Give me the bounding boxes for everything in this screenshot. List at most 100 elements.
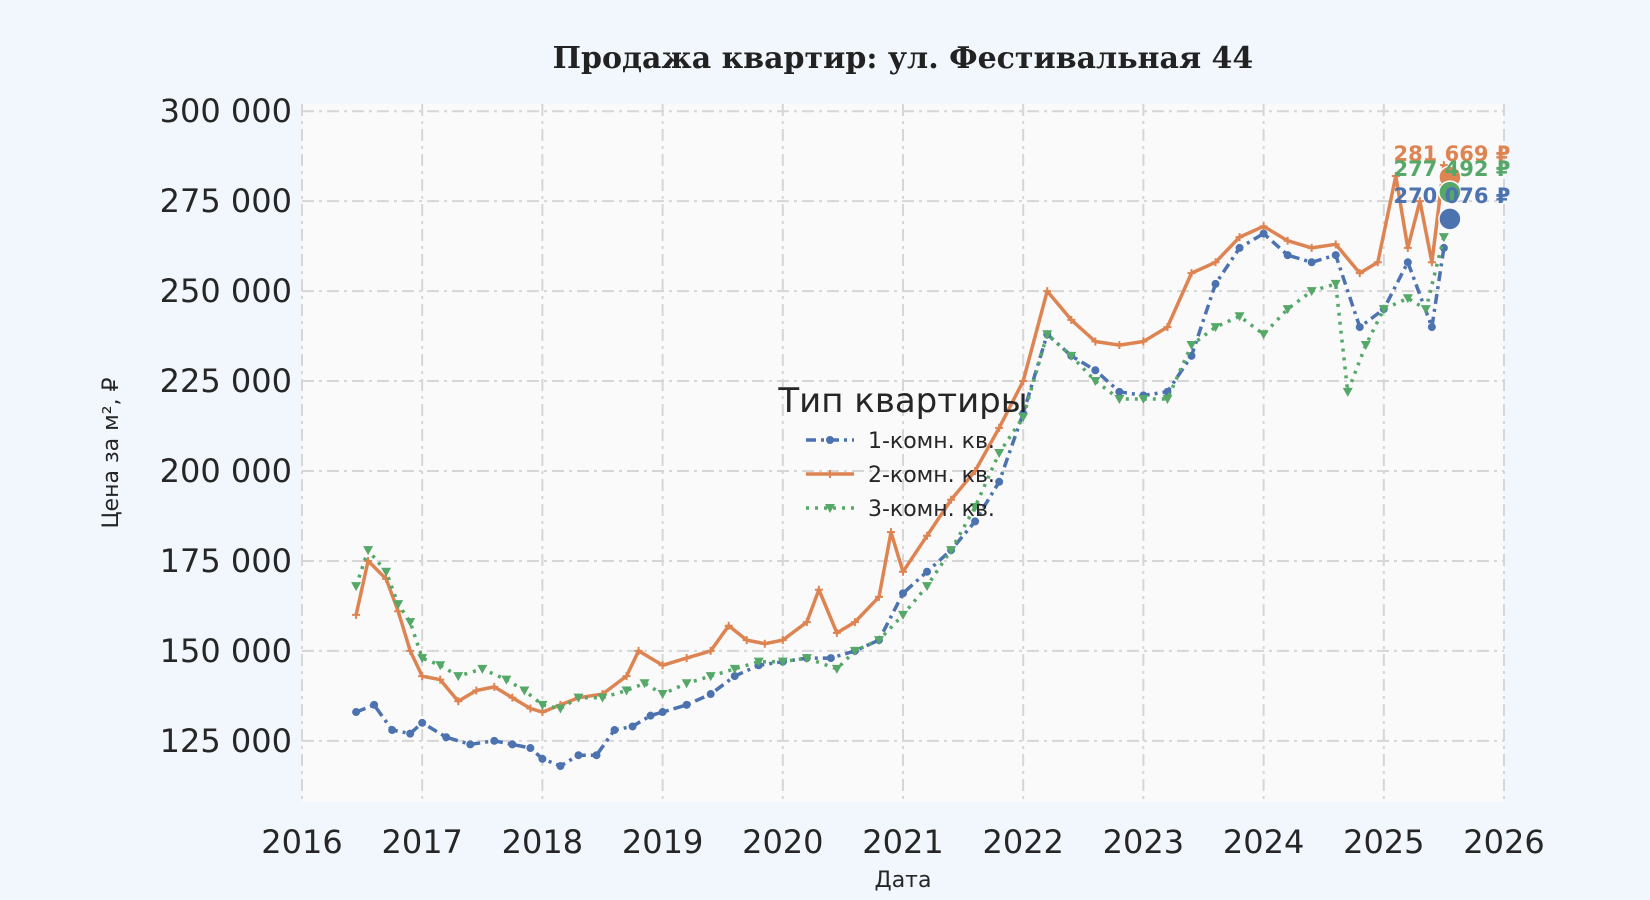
data-point (592, 751, 601, 760)
data-point (899, 589, 907, 598)
data-point (1427, 258, 1436, 267)
data-point (923, 567, 932, 576)
data-point (874, 592, 883, 601)
data-point (519, 686, 530, 696)
data-point (994, 449, 1005, 458)
data-point (886, 528, 895, 537)
legend-item: 2-комн. кв. (806, 463, 995, 488)
data-point (1091, 366, 1100, 375)
y-tick-label: 175 000 (160, 542, 292, 580)
data-point (1306, 287, 1317, 297)
end-value-label: 270 076 ₽ (1393, 184, 1510, 208)
end-value-label: 281 669 ₽ (1393, 142, 1510, 166)
data-point (899, 567, 907, 576)
data-point (352, 708, 361, 717)
series-line (355, 231, 1446, 768)
legend-label: 3-комн. кв. (868, 497, 995, 522)
data-point (501, 675, 512, 685)
data-point (850, 618, 859, 627)
data-point (639, 679, 650, 689)
series-2 (352, 161, 1448, 717)
data-point (537, 700, 548, 710)
data-point (454, 697, 463, 706)
data-point (621, 686, 632, 696)
data-point (1042, 330, 1053, 340)
data-point (1091, 337, 1100, 346)
x-tick-label: 2021 (862, 823, 943, 861)
data-point (1391, 171, 1400, 180)
data-point (1403, 258, 1412, 267)
data-point (1115, 341, 1124, 350)
data-point (1234, 312, 1245, 322)
x-tick-label: 2024 (1223, 823, 1304, 861)
data-point (1342, 387, 1353, 397)
legend-item: 3-комн. кв. (806, 497, 995, 522)
data-point (573, 693, 584, 703)
data-point (730, 672, 739, 681)
data-point (628, 722, 637, 731)
data-point (1331, 251, 1340, 260)
y-tick-label: 125 000 (160, 722, 292, 760)
data-point (1211, 258, 1220, 267)
data-point (1360, 341, 1371, 351)
data-point (508, 693, 517, 702)
x-axis-ticks: 2016 2017 2018 2019 2020 2021 2022 2023 2024 2025… (261, 823, 1544, 861)
x-tick-label: 2022 (982, 823, 1063, 861)
data-point (610, 726, 619, 735)
x-tick-label: 2016 (261, 823, 342, 861)
data-point (1282, 305, 1293, 315)
x-tick-label: 2017 (381, 823, 462, 861)
data-point (705, 672, 716, 682)
data-point (363, 546, 374, 556)
y-axis-ticks: 125 000 150 000 175 000 200 000 225 000 250 0… (160, 92, 292, 760)
end-marker (1438, 180, 1462, 204)
x-tick-label: 2026 (1463, 823, 1544, 861)
data-point (971, 517, 980, 526)
data-point (947, 495, 956, 504)
data-point (477, 664, 488, 674)
data-point (508, 740, 517, 749)
data-point (1355, 323, 1364, 332)
data-point (381, 567, 392, 577)
data-point (657, 690, 668, 700)
data-point (472, 686, 481, 695)
legend-label: 1-комн. кв. (868, 429, 995, 454)
data-point (538, 754, 547, 763)
data-point (682, 654, 691, 663)
data-point (832, 628, 841, 637)
y-tick-label: 275 000 (160, 182, 292, 220)
data-point (352, 610, 361, 619)
data-point (970, 502, 981, 512)
x-tick-label: 2019 (622, 823, 703, 861)
data-point (370, 700, 379, 709)
data-point (1438, 233, 1449, 243)
data-point (1066, 351, 1077, 361)
data-point (971, 466, 980, 475)
data-point (802, 618, 811, 627)
data-point (418, 718, 427, 727)
data-point (417, 654, 428, 664)
data-point (922, 582, 933, 592)
data-point (418, 672, 427, 681)
end-marker (1438, 207, 1462, 231)
data-point (1067, 315, 1076, 324)
data-point (393, 600, 404, 610)
data-point (1402, 294, 1413, 304)
data-point (1211, 279, 1220, 288)
data-point (1138, 395, 1149, 405)
data-point (406, 646, 415, 655)
data-point (1403, 243, 1412, 252)
data-point (682, 700, 691, 709)
data-point (1258, 330, 1269, 340)
data-point (1162, 395, 1173, 405)
data-point (1427, 323, 1436, 332)
data-point (1187, 269, 1196, 278)
data-point (351, 582, 362, 592)
data-point (490, 682, 499, 691)
chart-title: Продажа квартир: ул. Фестивальная 44 (553, 41, 1254, 76)
data-point (526, 744, 535, 753)
y-tick-label: 300 000 (160, 92, 292, 130)
data-point (825, 504, 835, 513)
data-point (435, 661, 446, 671)
y-tick-label: 225 000 (160, 362, 292, 400)
